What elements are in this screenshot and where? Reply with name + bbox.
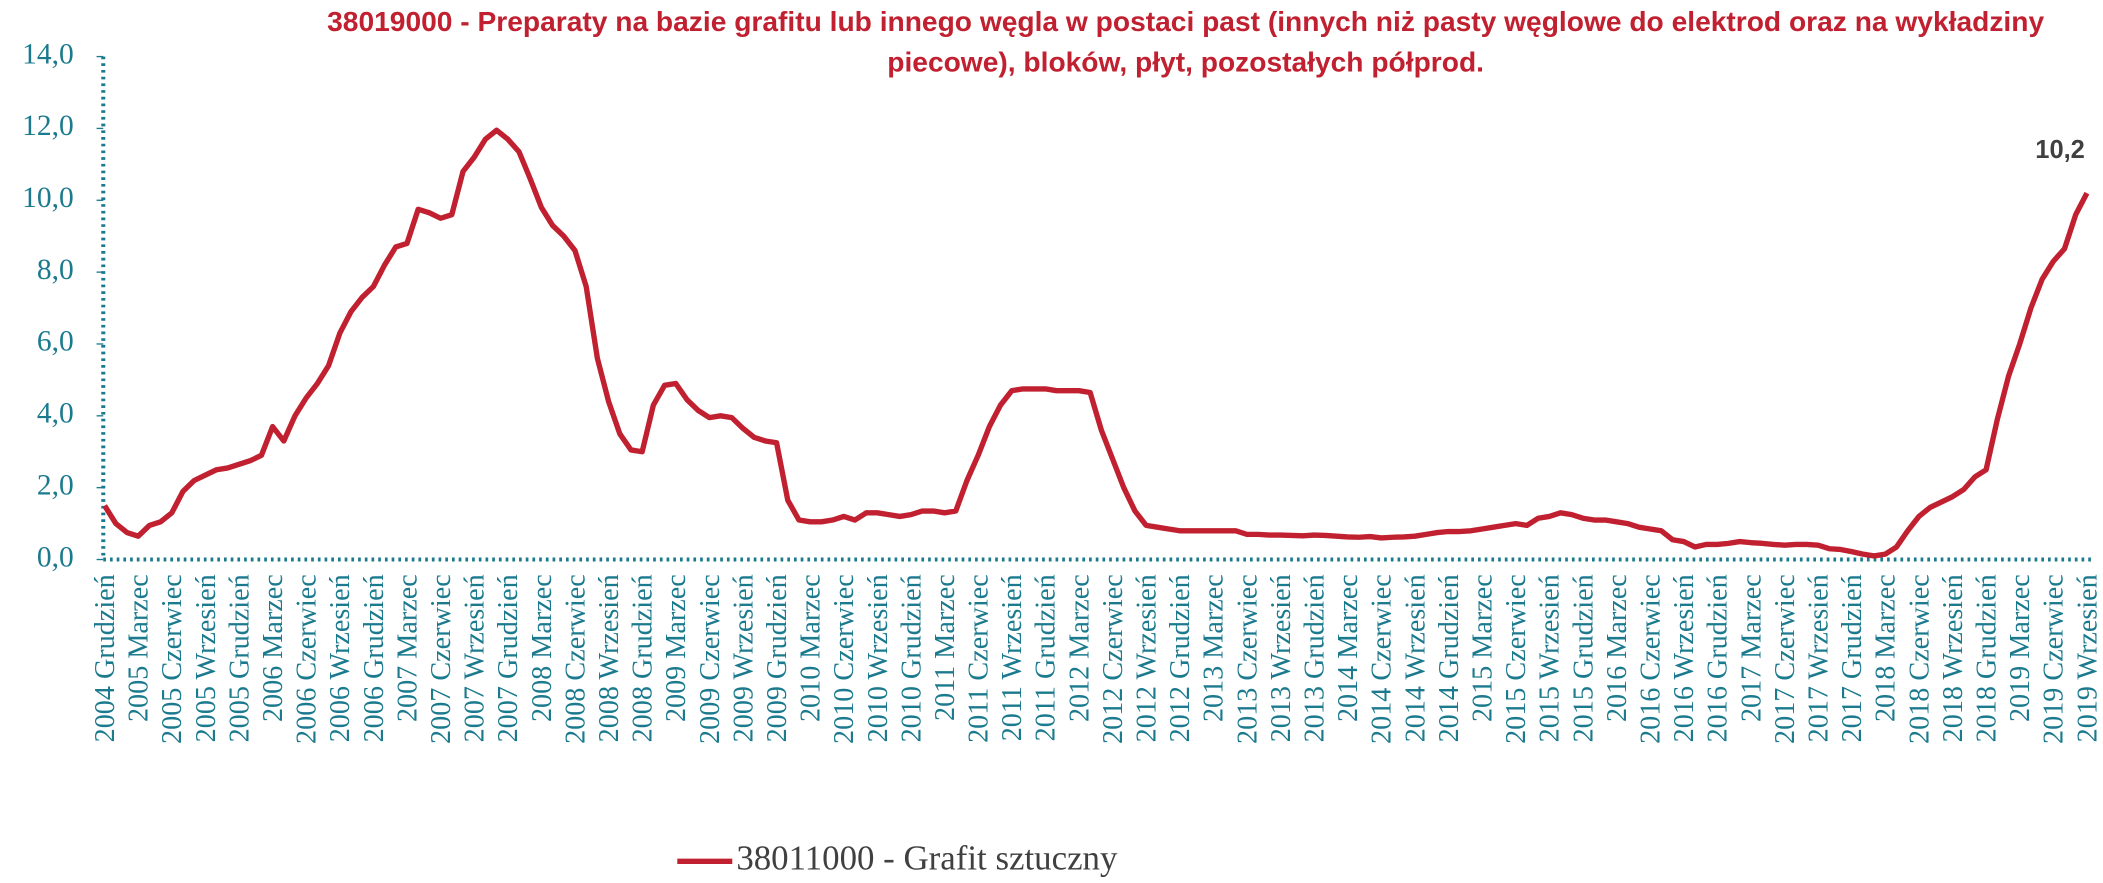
y-tick-label: 4,0 bbox=[37, 398, 74, 430]
x-tick-label: 2005 Wrzesień bbox=[191, 574, 222, 742]
x-tick-label: 2013 Marzec bbox=[1199, 574, 1230, 722]
x-tick-label: 2006 Marzec bbox=[258, 574, 289, 722]
x-tick-label: 2005 Marzec bbox=[124, 574, 155, 722]
x-tick-label: 2014 Grudzień bbox=[1434, 574, 1465, 742]
x-tick-label: 2018 Marzec bbox=[1871, 574, 1902, 722]
x-tick-label: 2011 Wrzesień bbox=[997, 574, 1028, 741]
x-tick-label: 2015 Marzec bbox=[1468, 574, 1499, 722]
x-tick-label: 2005 Grudzień bbox=[224, 574, 255, 742]
x-tick-label: 2019 Wrzesień bbox=[2072, 574, 2103, 742]
x-tick-label: 2011 Czerwiec bbox=[964, 574, 995, 743]
x-tick-label: 2008 Marzec bbox=[527, 574, 558, 722]
chart-title: 38019000 - Preparaty na bazie grafitu lu… bbox=[327, 6, 2045, 79]
x-tick-label: 2016 Grudzień bbox=[1703, 574, 1734, 742]
x-tick-label: 2012 Czerwiec bbox=[1098, 574, 1129, 744]
x-tick-label: 2014 Marzec bbox=[1333, 574, 1364, 722]
x-tick-label: 2012 Grudzień bbox=[1165, 574, 1196, 742]
x-tick-label: 2013 Grudzień bbox=[1300, 574, 1331, 742]
x-tick-label: 2015 Wrzesień bbox=[1535, 574, 1566, 742]
x-tick-label: 2013 Wrzesień bbox=[1266, 574, 1297, 742]
x-tick-label: 2019 Czerwiec bbox=[2039, 574, 2070, 744]
x-tick-label: 2013 Czerwiec bbox=[1232, 574, 1263, 744]
x-tick-label: 2017 Wrzesień bbox=[1804, 574, 1835, 742]
title-box: 38019000 - Preparaty na bazie grafitu lu… bbox=[327, 6, 2045, 79]
x-tick-label: 2009 Grudzień bbox=[762, 574, 793, 742]
x-tick-label: 2010 Czerwiec bbox=[829, 574, 860, 744]
y-tick-label: 8,0 bbox=[37, 254, 74, 286]
x-tick-label: 2007 Grudzień bbox=[493, 574, 524, 742]
x-tick-label: 2007 Czerwiec bbox=[426, 574, 457, 744]
x-tick-label: 2006 Czerwiec bbox=[292, 574, 323, 744]
x-tick-label: 2010 Marzec bbox=[796, 574, 827, 722]
x-tick-label: 2017 Grudzień bbox=[1837, 574, 1868, 742]
y-tick-label: 12,0 bbox=[22, 110, 74, 142]
data-label: 10,2 bbox=[2035, 136, 2085, 164]
x-tick-label: 2011 Marzec bbox=[930, 574, 961, 721]
x-tick-label: 2008 Czerwiec bbox=[560, 574, 591, 744]
x-tick-label: 2004 Grudzień bbox=[90, 574, 121, 742]
series-line bbox=[102, 127, 2090, 559]
legend-label: 38011000 - Grafit sztuczny bbox=[736, 838, 1118, 877]
x-tick-label: 2014 Wrzesień bbox=[1400, 574, 1431, 742]
x-tick-label: 2017 Czerwiec bbox=[1770, 574, 1801, 744]
y-tick-label: 14,0 bbox=[22, 38, 74, 70]
x-tick-label: 2015 Grudzień bbox=[1568, 574, 1599, 742]
x-tick-label: 2012 Wrzesień bbox=[1132, 574, 1163, 742]
x-tick-label: 2010 Grudzień bbox=[896, 574, 927, 742]
x-tick-label: 2016 Wrzesień bbox=[1669, 574, 1700, 742]
x-tick-label: 2016 Marzec bbox=[1602, 574, 1633, 722]
x-tick-label: 2007 Marzec bbox=[392, 574, 423, 722]
x-tick-label: 2006 Grudzień bbox=[359, 574, 390, 742]
y-tick-label: 6,0 bbox=[37, 326, 74, 358]
x-tick-label: 2019 Marzec bbox=[2005, 574, 2036, 722]
x-tick-label: 2010 Wrzesień bbox=[863, 574, 894, 742]
x-tick-label: 2009 Marzec bbox=[661, 574, 692, 722]
x-tick-label: 2006 Wrzesień bbox=[325, 574, 356, 742]
x-tick-label: 2018 Wrzesień bbox=[1938, 574, 1969, 742]
x-tick-label: 2018 Czerwiec bbox=[1904, 574, 1935, 744]
y-tick-label: 0,0 bbox=[37, 541, 74, 573]
x-tick-label: 2017 Marzec bbox=[1736, 574, 1767, 722]
y-tick-label: 2,0 bbox=[37, 469, 74, 501]
x-tick-label: 2014 Czerwiec bbox=[1367, 574, 1398, 744]
x-tick-label: 2008 Grudzień bbox=[628, 574, 659, 742]
x-tick-label: 2005 Czerwiec bbox=[157, 574, 188, 744]
x-tick-label: 2015 Czerwiec bbox=[1501, 574, 1532, 744]
x-tick-label: 2008 Wrzesień bbox=[594, 574, 625, 742]
x-tick-label: 2009 Wrzesień bbox=[728, 574, 759, 742]
x-tick-label: 2009 Czerwiec bbox=[695, 574, 726, 744]
x-tick-label: 2018 Grudzień bbox=[1971, 574, 2002, 742]
x-tick-label: 2012 Marzec bbox=[1064, 574, 1095, 722]
x-tick-label: 2007 Wrzesień bbox=[460, 574, 491, 742]
x-tick-label: 2011 Grudzień bbox=[1031, 574, 1062, 741]
x-tick-label: 2016 Czerwiec bbox=[1636, 574, 1667, 744]
y-tick-label: 10,0 bbox=[22, 182, 74, 214]
